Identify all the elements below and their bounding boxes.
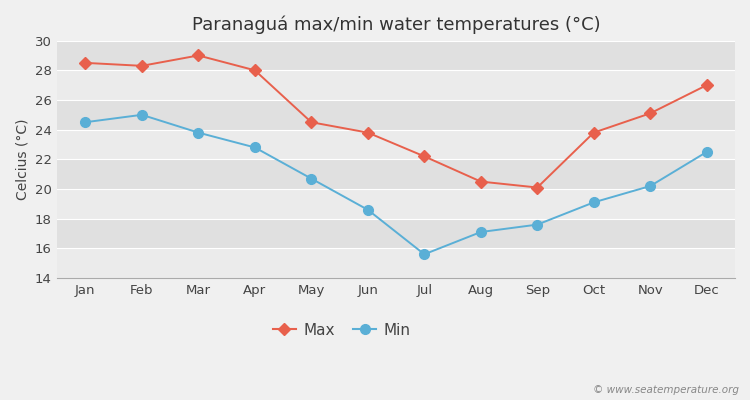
Y-axis label: Celcius (°C): Celcius (°C) [15,118,29,200]
Max [532,185,542,190]
Max [702,83,711,88]
Min [307,176,316,181]
Bar [57,130,735,159]
Min [532,222,542,227]
Bar [57,189,735,219]
Bar [57,219,735,248]
Max [81,60,90,65]
Min [702,150,711,154]
Min [590,200,598,205]
Min [646,184,655,188]
Max [194,53,202,58]
Min [476,230,485,234]
Max [363,130,372,135]
Min [363,207,372,212]
Bar [57,248,735,278]
Bar [57,100,735,130]
Max [251,68,260,73]
Max [646,111,655,116]
Bar [57,70,735,100]
Bar [57,41,735,70]
Min [137,112,146,117]
Min [251,145,260,150]
Bar [57,159,735,189]
Legend: Max, Min: Max, Min [267,316,417,344]
Line: Max: Max [81,51,711,192]
Title: Paranaguá max/min water temperatures (°C): Paranaguá max/min water temperatures (°C… [192,15,600,34]
Min [81,120,90,125]
Min [194,130,202,135]
Max [307,120,316,125]
Max [590,130,598,135]
Max [476,179,485,184]
Max [137,64,146,68]
Max [420,154,429,159]
Line: Min: Min [80,110,712,259]
Min [420,252,429,257]
Text: © www.seatemperature.org: © www.seatemperature.org [592,385,739,395]
